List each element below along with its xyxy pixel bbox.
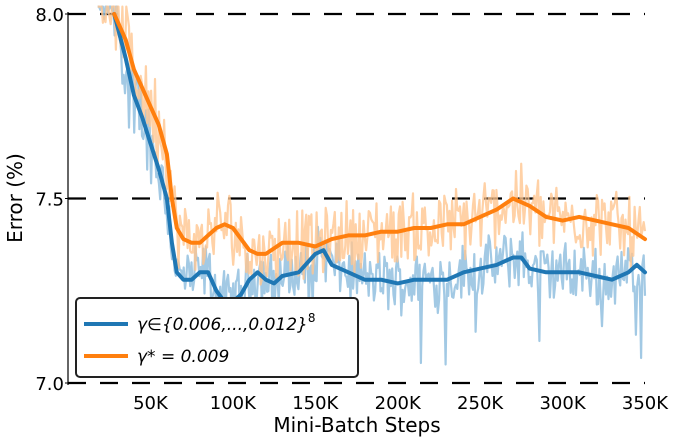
x-tick-label: 300K: [539, 393, 586, 414]
y-axis-label: Error (%): [3, 153, 27, 243]
legend-label: γ∈{0.006,...,0.012}8: [137, 311, 316, 335]
x-tick-label: 150K: [292, 393, 339, 414]
x-tick-label: 100K: [210, 393, 257, 414]
axes: [65, 12, 69, 385]
legend-superscript: 8: [308, 311, 316, 325]
raw-trace: [97, 5, 647, 286]
legend: γ∈{0.006,...,0.012}8 γ* = 0.009: [75, 297, 359, 378]
legend-label: γ* = 0.009: [137, 347, 229, 367]
tick-labels: 50K 100K 150K 200K 250K 300K 350K 7.0 7.5 8.0: [35, 5, 669, 414]
raw-noise-traces: [97, 5, 647, 366]
series-line: [112, 12, 647, 256]
raw-trace: [97, 5, 647, 366]
x-tick-label: 200K: [375, 393, 422, 414]
y-tick-label: 7.5: [35, 190, 64, 211]
x-tick-label: 350K: [622, 393, 669, 414]
x-tick-label: 50K: [133, 393, 169, 414]
smoothed-series: [112, 12, 647, 304]
series-line: [112, 12, 647, 304]
y-tick-label: 7.0: [35, 374, 64, 395]
x-axis-label: Mini-Batch Steps: [273, 413, 440, 437]
legend-box: [75, 297, 359, 378]
x-tick-label: 250K: [457, 393, 504, 414]
y-tick-label: 8.0: [35, 5, 64, 26]
